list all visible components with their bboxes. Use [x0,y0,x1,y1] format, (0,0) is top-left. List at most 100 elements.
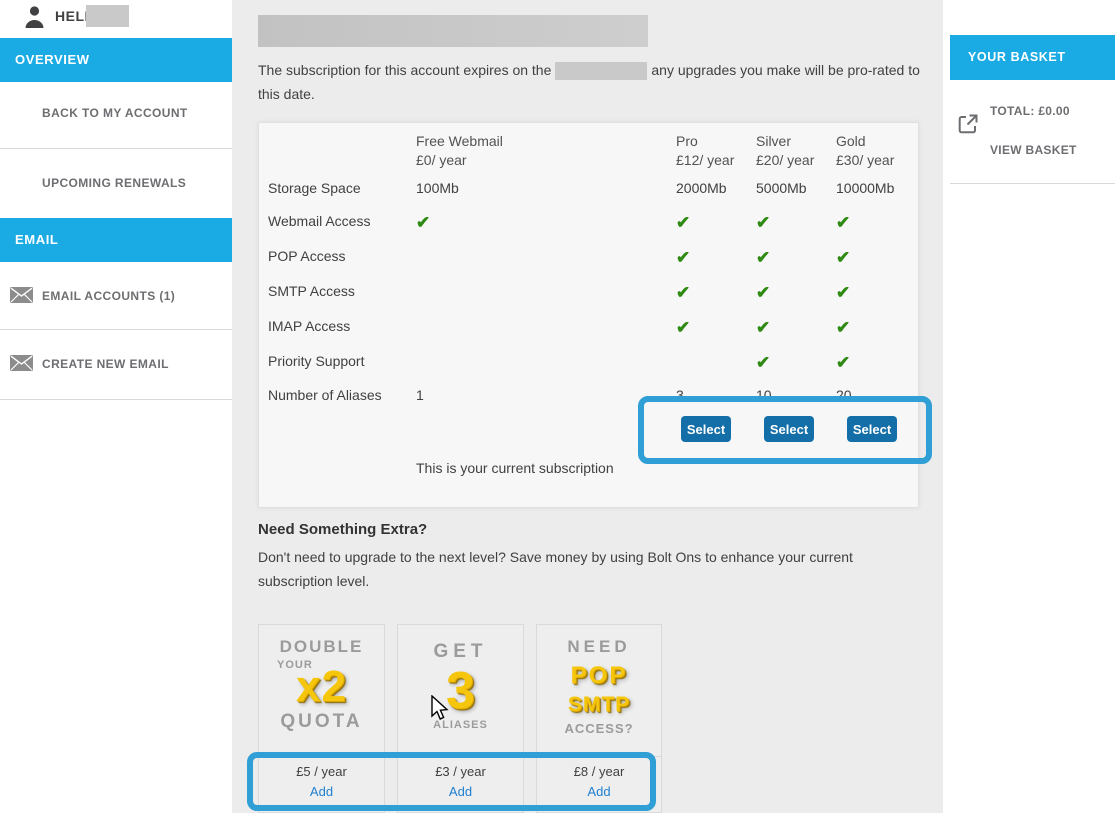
bolt-on-text: GET [433,641,488,662]
check-icon: ✔ [676,248,691,267]
table-row-webmail-access: Webmail Access ✔ ✔ ✔ ✔ [259,213,918,233]
divider [950,183,1115,184]
check-icon: ✔ [756,318,771,337]
sidebar-item-upcoming-renewals[interactable]: UPCOMING RENEWALS [42,176,187,190]
plan-name: Silver [756,133,792,149]
redacted-page-title [258,15,648,47]
sidebar-item-back-to-account[interactable]: BACK TO MY ACCOUNT [42,106,188,120]
plan-comparison-table: Free Webmail £0/ year Pro £12/ year Silv… [258,122,919,508]
divider [0,148,232,149]
bolt-on-price-row: £3 / year Add [398,756,523,801]
cell-value: 10000Mb [836,180,895,196]
bolt-on-card-double-quota: DOUBLE YOUR x2 QUOTA £5 / year Add [258,624,385,813]
cell-value: 10 [756,387,772,403]
check-icon: ✔ [756,213,771,232]
bolt-on-card-aliases: GET 3 ALIASES £3 / year Add [397,624,524,813]
feature-label: Webmail Access [268,213,371,229]
select-pro-button[interactable]: Select [681,416,731,442]
feature-label: Number of Aliases [268,387,382,403]
envelope-icon [10,355,33,371]
redacted-expiry-date [555,62,648,81]
plan-price: £30/ year [836,152,895,168]
person-icon [24,5,45,34]
basket-header: YOUR BASKET [950,35,1115,80]
add-double-quota-link[interactable]: Add [309,784,334,799]
divider [0,329,232,330]
bolt-on-text: NEED [567,637,631,656]
feature-label: Storage Space [268,180,361,196]
external-link-icon[interactable] [956,112,980,141]
cell-value: 100Mb [416,180,459,196]
table-row-number-of-aliases: Number of Aliases 1 3 10 20 [259,387,918,407]
sidebar-item-email-accounts[interactable]: EMAIL ACCOUNTS (1) [42,289,176,303]
feature-label: POP Access [268,248,346,264]
intro-text-after: any upgrades you make will be pro-rated … [258,62,920,102]
check-icon: ✔ [836,213,851,232]
bolt-on-text: DOUBLE [279,637,364,656]
sidebar-item-create-new-email[interactable]: CREATE NEW EMAIL [42,357,169,371]
plan-price: £20/ year [756,152,815,168]
table-row-storage: Storage Space 100Mb 2000Mb 5000Mb 10000M… [259,180,918,200]
sidebar-header-overview: OVERVIEW [0,38,232,82]
check-icon: ✔ [836,353,851,372]
bolt-on-gold-text: x2 [296,662,347,711]
plan-column-free: Free Webmail £0/ year [416,132,503,170]
add-aliases-link[interactable]: Add [448,784,473,799]
cell-value: 20 [836,387,852,403]
bolt-on-art: DOUBLE YOUR x2 QUOTA [259,625,384,756]
plan-column-pro: Pro £12/ year [676,132,734,170]
current-subscription-note: This is your current subscription [416,460,614,476]
bolt-on-price-row: £8 / year Add [537,756,661,801]
table-row-smtp-access: SMTP Access ✔ ✔ ✔ [259,283,918,303]
bolt-on-card-pop-smtp: NEED POP SMTP ACCESS? £8 / year Add [536,624,662,813]
check-icon: ✔ [756,248,771,267]
check-icon: ✔ [836,318,851,337]
cell-value: 1 [416,387,424,403]
bolt-on-text: ACCESS? [564,721,634,736]
select-silver-button[interactable]: Select [764,416,814,442]
check-icon: ✔ [676,213,691,232]
check-icon: ✔ [756,353,771,372]
table-row-imap-access: IMAP Access ✔ ✔ ✔ [259,318,918,338]
check-icon: ✔ [676,283,691,302]
cell-value: 3 [676,387,684,403]
subscription-intro-text: The subscription for this account expire… [258,58,923,106]
extras-heading: Need Something Extra? [258,521,428,538]
table-row-priority-support: Priority Support ✔ ✔ [259,353,918,373]
intro-text-before: The subscription for this account expire… [258,62,552,78]
plan-price: £0/ year [416,152,467,168]
redacted-username [86,5,129,27]
feature-label: SMTP Access [268,283,355,299]
bolt-on-gold-text: 3 [446,662,475,720]
divider [0,399,232,400]
basket-total: TOTAL: £0.00 [990,104,1070,118]
bolt-on-text: QUOTA [280,711,363,732]
bolt-on-price: £8 / year [573,764,625,779]
add-pop-smtp-link[interactable]: Add [587,784,611,799]
envelope-icon [10,287,33,303]
user-greeting-row: HELLO [0,0,232,38]
sidebar-header-email: EMAIL [0,218,232,262]
check-icon: ✔ [676,318,691,337]
view-basket-link[interactable]: VIEW BASKET [990,143,1077,157]
plan-price: £12/ year [676,152,735,168]
feature-label: Priority Support [268,353,365,369]
plan-name: Gold [836,133,866,149]
table-row-pop-access: POP Access ✔ ✔ ✔ [259,248,918,268]
select-gold-button[interactable]: Select [847,416,897,442]
sidebar: HELLO OVERVIEW BACK TO MY ACCOUNT UPCOMI… [0,0,232,837]
bolt-on-gold-text: POP [570,662,628,689]
plan-name: Free Webmail [416,133,503,149]
feature-label: IMAP Access [268,318,351,334]
check-icon: ✔ [836,248,851,267]
plan-column-gold: Gold £30/ year [836,132,894,170]
bolt-on-art: GET 3 ALIASES [398,625,523,756]
check-icon: ✔ [416,213,431,232]
extras-description: Don't need to upgrade to the next level?… [258,549,853,589]
plan-column-silver: Silver £20/ year [756,132,814,170]
cell-value: 5000Mb [756,180,807,196]
bolt-on-price: £3 / year [435,764,486,779]
plan-name: Pro [676,133,698,149]
cell-value: 2000Mb [676,180,727,196]
